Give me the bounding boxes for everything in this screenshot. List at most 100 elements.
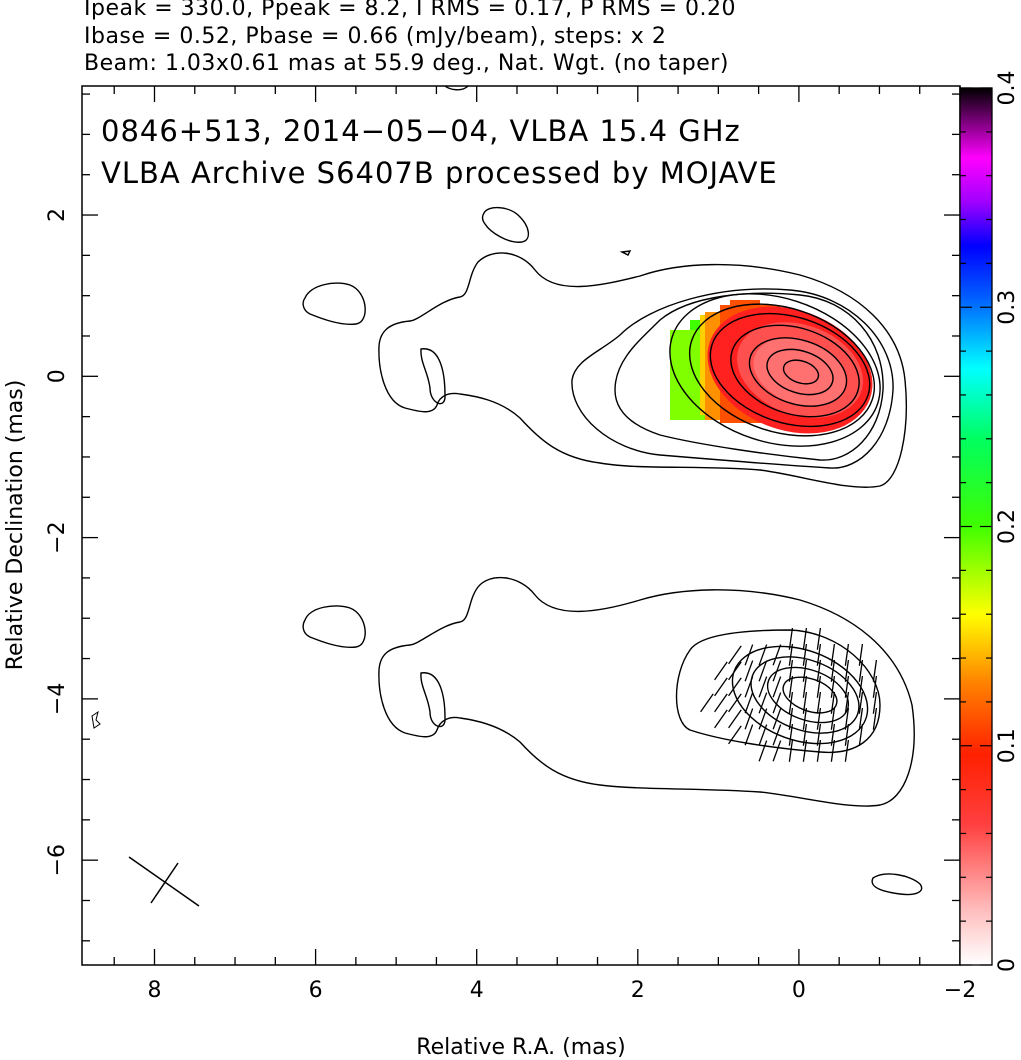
evpa-vector bbox=[714, 661, 728, 681]
header-line-2: Ibase = 0.52, Pbase = 0.66 (mJy/beam), s… bbox=[84, 24, 667, 49]
evpa-vector bbox=[728, 677, 742, 697]
evpa-vector bbox=[788, 707, 794, 730]
evpa-vector bbox=[788, 691, 794, 714]
evpa-vector bbox=[714, 693, 728, 713]
evpa-vector bbox=[816, 707, 822, 730]
x-tick-label: −2 bbox=[944, 978, 976, 1003]
evpa-vector bbox=[844, 643, 850, 666]
evpa-vector bbox=[858, 691, 864, 714]
polarization-map bbox=[91, 576, 915, 807]
evpa-vector bbox=[830, 707, 836, 730]
evpa-vector bbox=[816, 691, 822, 714]
evpa-vector bbox=[758, 676, 768, 698]
evpa-vector bbox=[788, 675, 794, 698]
axis-ticks bbox=[82, 86, 961, 965]
evpa-vector bbox=[758, 692, 768, 714]
evpa-vector bbox=[816, 659, 822, 682]
evpa-vector bbox=[772, 724, 782, 746]
header-line-3: Beam: 1.03x0.61 mas at 55.9 deg., Nat. W… bbox=[84, 51, 729, 76]
evpa-vector bbox=[816, 643, 822, 666]
evpa-vector bbox=[802, 659, 808, 682]
evpa-vector bbox=[714, 677, 728, 697]
beam-ellipse bbox=[128, 856, 200, 907]
evpa-vector bbox=[744, 660, 754, 682]
evpa-vector bbox=[802, 707, 808, 730]
evpa-vector bbox=[788, 723, 794, 746]
evpa-vector bbox=[872, 691, 878, 714]
evpa-vector bbox=[744, 708, 754, 730]
evpa-vector bbox=[816, 627, 822, 650]
evpa-vector bbox=[744, 692, 754, 714]
evpa-vectors bbox=[700, 627, 878, 762]
evpa-vector bbox=[830, 691, 836, 714]
evpa-vector bbox=[758, 708, 768, 730]
evpa-vector bbox=[802, 723, 808, 746]
evpa-vector bbox=[772, 644, 782, 666]
evpa-vector bbox=[758, 644, 768, 666]
evpa-vector bbox=[858, 643, 864, 666]
evpa-vector bbox=[802, 691, 808, 714]
evpa-vector bbox=[872, 707, 878, 730]
colorbar-tick-label: 0.3 bbox=[995, 290, 1020, 325]
x-tick-label: 0 bbox=[792, 978, 806, 1003]
colorbar-tick-label: 0 bbox=[995, 958, 1020, 972]
y-tick-label: −2 bbox=[45, 521, 70, 553]
x-tick-label: 8 bbox=[147, 978, 161, 1003]
evpa-vector bbox=[858, 723, 864, 746]
colorbar-tick-label: 0.4 bbox=[995, 71, 1020, 106]
header-line-1: Ipeak = 330.0, Ppeak = 8.2, I RMS = 0.17… bbox=[84, 0, 736, 21]
colorbar-tick-labels: 0 0.1 0.2 0.3 0.4 bbox=[995, 71, 1020, 973]
x-tick-label: 6 bbox=[309, 978, 323, 1003]
evpa-vector bbox=[816, 739, 822, 762]
evpa-vector bbox=[830, 723, 836, 746]
evpa-vector bbox=[844, 723, 850, 746]
evpa-vector bbox=[844, 691, 850, 714]
evpa-vector bbox=[772, 660, 782, 682]
evpa-vector bbox=[788, 627, 794, 650]
y-tick-label: −4 bbox=[45, 683, 70, 715]
evpa-vector bbox=[728, 645, 742, 665]
plot-title-line-2: VLBA Archive S6407B processed by MOJAVE bbox=[101, 156, 778, 190]
evpa-vector bbox=[772, 708, 782, 730]
stokes-i-contours bbox=[302, 86, 923, 896]
colorbar-tick-label: 0.2 bbox=[995, 509, 1020, 544]
evpa-vector bbox=[802, 627, 808, 650]
evpa-vector bbox=[788, 739, 794, 762]
y-axis-label: Relative Declination (mas) bbox=[3, 380, 28, 671]
x-axis-label: Relative R.A. (mas) bbox=[416, 1035, 625, 1060]
evpa-vector bbox=[728, 693, 742, 713]
evpa-vector bbox=[758, 740, 768, 762]
evpa-vector bbox=[830, 675, 836, 698]
evpa-vector bbox=[816, 723, 822, 746]
evpa-vector bbox=[772, 676, 782, 698]
plot-title-line-1: 0846+513, 2014−05−04, VLBA 15.4 GHz bbox=[101, 114, 741, 148]
evpa-vector bbox=[700, 693, 714, 713]
evpa-vector bbox=[788, 659, 794, 682]
evpa-vector bbox=[714, 709, 728, 729]
stokes-i-map bbox=[302, 86, 923, 896]
y-tick-label: −6 bbox=[45, 844, 70, 876]
evpa-vector bbox=[816, 675, 822, 698]
evpa-vector bbox=[744, 676, 754, 698]
y-tick-label: 0 bbox=[45, 369, 70, 383]
evpa-vector bbox=[858, 659, 864, 682]
evpa-vector bbox=[788, 643, 794, 666]
evpa-vector bbox=[830, 659, 836, 682]
x-tick-label: 2 bbox=[631, 978, 645, 1003]
x-tick-label: 4 bbox=[470, 978, 484, 1003]
evpa-vector bbox=[744, 644, 754, 666]
evpa-vector bbox=[744, 724, 754, 746]
evpa-vector bbox=[858, 707, 864, 730]
evpa-vector bbox=[728, 709, 742, 729]
evpa-vector bbox=[772, 740, 782, 762]
evpa-vector bbox=[758, 660, 768, 682]
evpa-vector bbox=[872, 675, 878, 698]
y-tick-label: 2 bbox=[45, 208, 70, 222]
evpa-vector bbox=[772, 692, 782, 714]
evpa-vector bbox=[830, 739, 836, 762]
colorbar-ticks bbox=[960, 87, 992, 966]
evpa-vector bbox=[802, 739, 808, 762]
evpa-vector bbox=[830, 643, 836, 666]
evpa-vector bbox=[728, 725, 742, 745]
